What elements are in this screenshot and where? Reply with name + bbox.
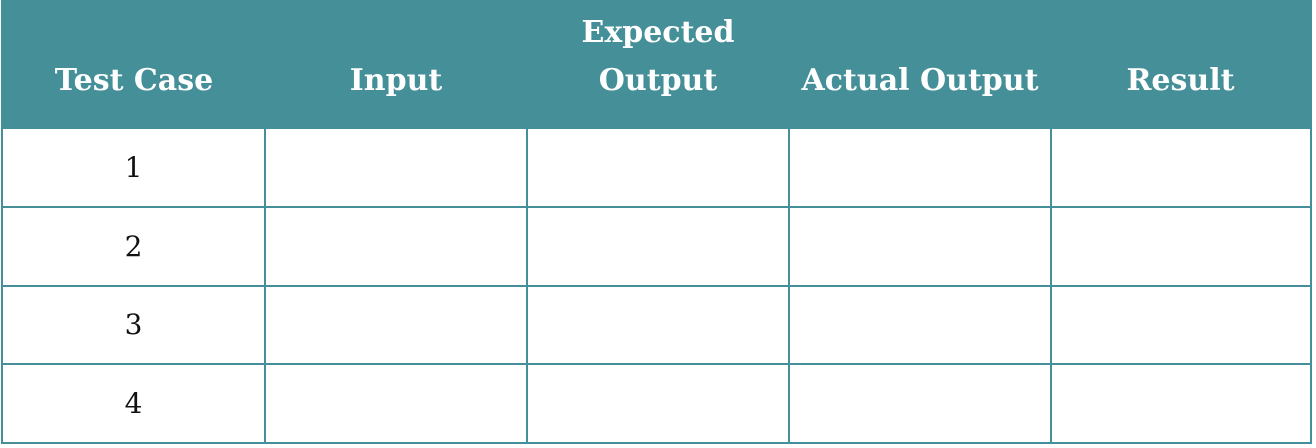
input-cell[interactable] xyxy=(264,362,528,442)
result-cell[interactable] xyxy=(1050,129,1310,209)
table-row: 1 xyxy=(3,129,1310,209)
test-case-cell: 4 xyxy=(3,362,266,442)
expected-output-cell[interactable] xyxy=(526,129,790,209)
actual-output-cell[interactable] xyxy=(788,129,1052,209)
header-actual-output: Actual Output xyxy=(801,63,1039,98)
result-cell[interactable] xyxy=(1050,284,1310,365)
table-header: Test Case Input Expected Output Actual O… xyxy=(3,2,1310,129)
result-cell[interactable] xyxy=(1050,362,1310,442)
input-cell[interactable] xyxy=(264,284,528,365)
header-test-case: Test Case xyxy=(54,63,214,98)
input-cell[interactable] xyxy=(264,129,528,209)
table-row: 4 xyxy=(3,362,1310,442)
actual-output-cell[interactable] xyxy=(788,362,1052,442)
expected-output-cell[interactable] xyxy=(526,362,790,442)
test-case-cell: 1 xyxy=(3,129,266,209)
header-expected-output: Expected Output xyxy=(581,15,735,98)
test-case-cell: 2 xyxy=(3,206,266,287)
result-cell[interactable] xyxy=(1050,206,1310,287)
actual-output-cell[interactable] xyxy=(788,284,1052,365)
header-row: Test Case Input Expected Output Actual O… xyxy=(3,2,1310,129)
test-table: Test Case Input Expected Output Actual O… xyxy=(3,2,1310,442)
header-input: Input xyxy=(349,63,443,98)
expected-output-cell[interactable] xyxy=(526,206,790,287)
test-case-cell: 3 xyxy=(3,284,266,365)
table-row: 2 xyxy=(3,206,1310,287)
input-cell[interactable] xyxy=(264,206,528,287)
table-row: 3 xyxy=(3,284,1310,365)
actual-output-cell[interactable] xyxy=(788,206,1052,287)
header-result: Result xyxy=(1126,63,1235,98)
table-body: 1 2 3 4 xyxy=(3,129,1310,442)
expected-output-cell[interactable] xyxy=(526,284,790,365)
